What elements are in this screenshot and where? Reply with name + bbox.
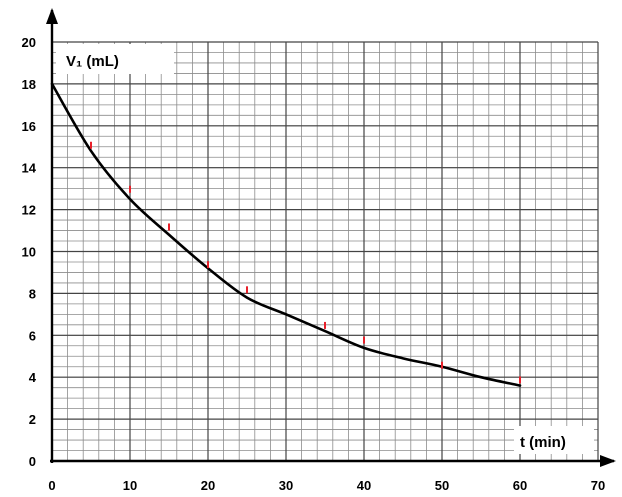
x-tick-label: 20 (201, 478, 215, 493)
y-tick-label: 0 (29, 454, 36, 469)
y-tick-label: 4 (29, 370, 37, 385)
x-tick-label: 30 (279, 478, 293, 493)
y-tick-label: 16 (22, 119, 36, 134)
x-tick-label: 60 (513, 478, 527, 493)
xlabel-box (514, 426, 594, 454)
tick-labels: 0 10 20 30 40 50 60 70 0 2 4 6 8 10 12 14 16 18 20 (22, 35, 606, 493)
y-tick-label: 10 (22, 245, 36, 260)
x-tick-label: 50 (435, 478, 449, 493)
y-tick-label: 8 (29, 286, 36, 301)
y-tick-label: 18 (22, 77, 36, 92)
y-tick-label: 6 (29, 328, 36, 343)
y-tick-label: 14 (22, 161, 37, 176)
y-tick-label: 20 (22, 35, 36, 50)
y-axis-label: V₁ (mL) (66, 53, 119, 70)
x-axis-label: t (min) (520, 434, 566, 451)
x-tick-label: 10 (123, 478, 137, 493)
y-tick-label: 12 (22, 203, 36, 218)
grid (51, 41, 599, 462)
y-tick-label: 2 (29, 412, 36, 427)
x-tick-label: 0 (48, 478, 55, 493)
points-layer (90, 141, 521, 384)
x-tick-label: 70 (591, 478, 605, 493)
ylabel-box (56, 44, 174, 74)
y-axis-arrow (46, 8, 58, 24)
x-tick-label: 40 (357, 478, 371, 493)
x-axis-arrow (600, 455, 616, 467)
